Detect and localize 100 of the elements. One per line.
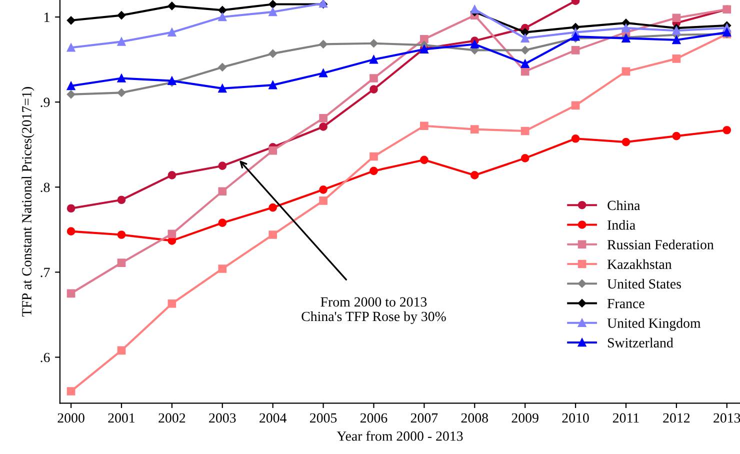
point (218, 63, 227, 72)
point (520, 67, 530, 76)
point (117, 11, 126, 20)
point (66, 82, 76, 90)
x-tick-label: 2001 (108, 413, 135, 423)
point (117, 258, 126, 267)
legend-label: India (608, 220, 636, 230)
point (672, 132, 681, 140)
point (66, 16, 76, 25)
point (218, 218, 227, 228)
point (66, 204, 76, 213)
point (571, 134, 580, 143)
point (622, 24, 630, 32)
legend-label: Switzerland (608, 338, 674, 348)
x-tick-label: 2005 (310, 413, 337, 423)
point (218, 187, 227, 196)
y-tick-label: .6 (40, 352, 50, 362)
point (370, 152, 378, 161)
point (117, 74, 126, 82)
point (268, 8, 278, 16)
point (672, 54, 681, 63)
point (319, 196, 328, 205)
point (520, 46, 530, 54)
point (571, 46, 580, 54)
point (520, 60, 530, 68)
point (370, 74, 378, 82)
point (168, 299, 176, 308)
x-tick-label: 2011 (612, 413, 639, 423)
point (168, 171, 176, 180)
point (370, 55, 378, 64)
point (571, 101, 580, 110)
legend-label: France (607, 298, 644, 308)
x-tick-label: 2013 (714, 413, 740, 423)
point (470, 125, 479, 134)
point (672, 26, 681, 35)
point (370, 39, 378, 48)
point (470, 40, 479, 48)
x-tick-label: 2002 (158, 413, 186, 423)
x-tick-label: 2012 (663, 413, 690, 423)
x-axis-title: Year from 2000 - 2013 (336, 430, 463, 441)
point (168, 230, 176, 238)
legend-label: Kazakhstan (607, 259, 672, 269)
point (117, 196, 126, 204)
legend-label: Russian Federation (607, 240, 714, 250)
point (218, 162, 227, 170)
y-tick-label: .8 (40, 182, 50, 192)
x-tick-label: 2007 (410, 413, 438, 423)
point (672, 36, 681, 44)
point (218, 12, 227, 22)
x-tick-label: 2010 (562, 413, 589, 423)
point (722, 126, 732, 134)
legend-label: United Kingdom (607, 318, 701, 331)
point (117, 346, 126, 355)
x-tick-label: 2003 (209, 413, 236, 423)
x-tick-label: 2000 (58, 413, 84, 423)
point (672, 14, 681, 22)
point (319, 114, 328, 122)
y-axis-title: TFP at Constant National Prices(2017=1) (22, 87, 34, 316)
point (117, 88, 126, 97)
legend-label: China (608, 200, 640, 210)
x-tick-label: 2006 (360, 413, 388, 423)
x-tick-label: 2008 (461, 413, 488, 423)
point (520, 126, 530, 136)
legend-label: United States (607, 278, 681, 289)
point (420, 122, 428, 130)
point (622, 138, 630, 146)
point (268, 230, 278, 239)
x-tick-label: 2004 (260, 413, 287, 423)
point (268, 203, 278, 212)
point (319, 122, 328, 131)
point (420, 34, 428, 44)
point (470, 5, 479, 14)
point (319, 40, 328, 48)
point (370, 166, 378, 176)
point (268, 49, 277, 58)
point (268, 146, 278, 155)
point (420, 156, 428, 164)
point (268, 80, 278, 90)
point (117, 230, 126, 239)
point (66, 227, 76, 236)
point (470, 171, 479, 180)
point (66, 43, 76, 52)
point (168, 2, 176, 10)
point (218, 264, 227, 273)
point (218, 6, 227, 14)
point (66, 289, 76, 298)
point (319, 68, 328, 78)
point (168, 28, 176, 36)
y-tick-label: 1 (44, 12, 50, 22)
point (268, 0, 277, 8)
annotation: From 2000 to 2013 China's TFP Rose by 30% (302, 297, 446, 324)
point (319, 186, 328, 194)
point (218, 84, 227, 93)
point (117, 38, 126, 46)
point (520, 34, 530, 42)
point (622, 67, 630, 76)
point (370, 85, 378, 94)
point (520, 154, 530, 162)
y-tick-label: .9 (40, 98, 50, 108)
y-tick-label: .7 (40, 268, 50, 278)
